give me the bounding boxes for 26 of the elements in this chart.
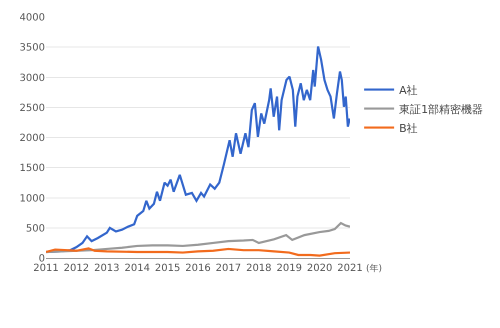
y-tick-label: 2500 [20,102,45,114]
x-tick-label: 2021 [337,263,363,274]
x-tick-label: 2012 [64,263,90,274]
x-tick-label: 2018 [246,263,272,274]
legend-label: B社 [399,122,418,135]
x-tick-label: 2016 [185,263,211,274]
x-tick-label: 2011 [33,263,59,274]
x-axis-title: (年) [366,263,382,274]
line-series [46,222,350,254]
y-tick-label: 500 [26,223,45,234]
y-tick-label: 1000 [20,193,45,204]
x-tick-label: 2020 [306,263,332,274]
x-tick-label: 2013 [94,263,120,274]
y-tick-label: 3500 [20,42,45,54]
x-tick-label: 2014 [124,263,150,274]
x-tick-label: 2017 [216,263,242,274]
y-tick-label: 4000 [20,12,45,24]
y-tick-label: 0 [38,254,45,264]
legend-label: A社 [399,84,418,97]
line-series [46,247,350,257]
legend-label: 東証1部精密機器 [399,102,484,116]
x-tick-label: 2015 [154,263,180,274]
y-tick-label: 1500 [20,163,45,174]
y-tick-label: 2000 [20,133,45,144]
x-tick-label: 2019 [276,263,302,274]
y-tick-label: 3000 [20,72,45,84]
